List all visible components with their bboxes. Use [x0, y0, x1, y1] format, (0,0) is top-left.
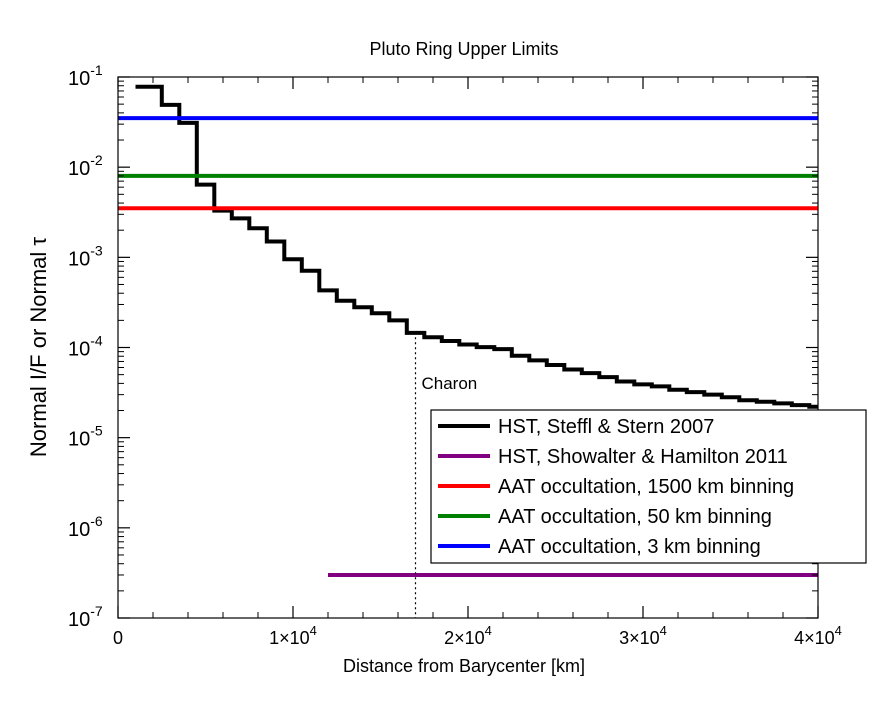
legend-label: HST, Showalter & Hamilton 2011	[498, 446, 788, 468]
y-axis: 10-7 10-6 10-5 10-4 10-3 10-2 10-1	[68, 62, 818, 631]
x-tick-label: 2×104	[444, 623, 492, 648]
legend-label: HST, Steffl & Stern 2007	[498, 416, 714, 438]
x-tick-label: 4×104	[794, 623, 842, 648]
legend: HST, Steffl & Stern 2007 HST, Showalter &…	[430, 409, 867, 564]
series-layer	[118, 84, 818, 577]
y-tick-label: 10-4	[68, 333, 103, 361]
legend-label: AAT occultation, 3 km binning	[498, 536, 761, 558]
legend-label: AAT occultation, 1500 km binning	[498, 476, 794, 498]
y-tick-label: 10-6	[68, 513, 103, 541]
y-tick-label: 10-3	[68, 242, 103, 270]
legend-label: AAT occultation, 50 km binning	[498, 506, 772, 528]
y-tick-label: 10-7	[68, 603, 103, 631]
y-tick-label: 10-5	[68, 423, 103, 451]
y-tick-label: 10-2	[68, 152, 103, 180]
x-tick-label: 3×104	[619, 623, 667, 648]
annotation-layer: Charon	[414, 337, 478, 618]
y-tick-label: 10-1	[68, 62, 103, 90]
series-steffl-stern-step-line	[135, 84, 818, 409]
legend-box	[430, 409, 867, 564]
x-tick-label: 0	[113, 628, 123, 648]
charon-label: Charon	[422, 374, 478, 393]
chart-title: Pluto Ring Upper Limits	[369, 39, 558, 59]
x-axis-label: Distance from Barycenter [km]	[343, 656, 585, 676]
y-axis-label: Normal I/F or Normal τ	[26, 237, 51, 457]
x-axis: 0 1×104 2×104 3×104 4×104	[113, 77, 842, 648]
x-tick-label: 1×104	[269, 623, 317, 648]
